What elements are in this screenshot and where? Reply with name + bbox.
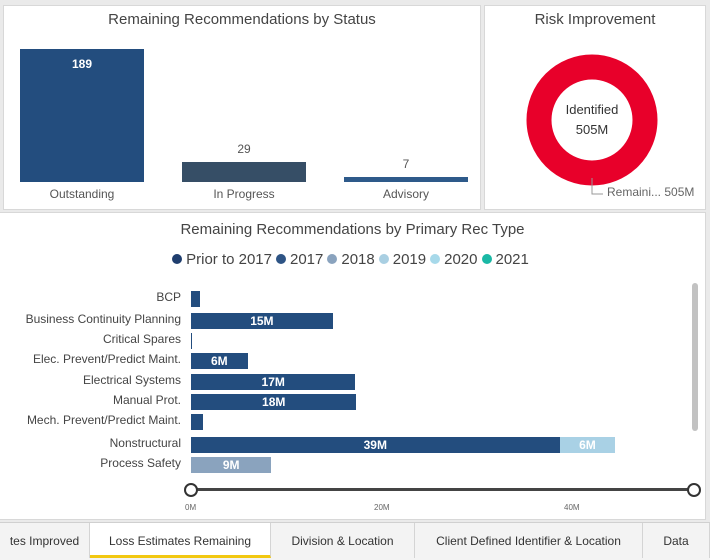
status-bar-value-label: 7 xyxy=(402,157,410,172)
bar-segment-2017[interactable] xyxy=(191,333,192,349)
bar-segment-2017[interactable] xyxy=(191,291,201,307)
category-label: Process Safety xyxy=(100,456,181,470)
category-label: Manual Prot. xyxy=(112,393,181,407)
bar-value-label: 18M xyxy=(262,395,286,409)
page-tab-bar: tes Improved Loss Estimates Remaining Divi… xyxy=(0,522,710,560)
rec-type-chart-panel: Remaining Recommendations by Primary Rec… xyxy=(0,212,706,520)
tab-data[interactable]: Data xyxy=(643,523,710,558)
legend-label: 2018 xyxy=(341,251,375,268)
x-axis-tick-label: 0M xyxy=(185,503,197,512)
bar-segment-2018[interactable] xyxy=(191,457,272,473)
risk-chart-title: Risk Improvement xyxy=(534,11,656,28)
bar-segment-2017[interactable] xyxy=(191,374,356,390)
legend-label: 2021 xyxy=(495,251,529,268)
donut-center-label: Identified xyxy=(565,102,619,117)
bar-value-label: 6M xyxy=(579,438,596,452)
legend-item[interactable]: 2018 xyxy=(327,251,375,268)
status-bar-value-label: 29 xyxy=(237,141,251,156)
status-bar-category-label: Outstanding xyxy=(49,187,115,201)
bar-segment-2017[interactable] xyxy=(191,414,204,430)
status-chart-title: Remaining Recommendations by Status xyxy=(108,11,376,28)
bar-value-label: 15M xyxy=(250,314,274,328)
bar-value-label: 39M xyxy=(363,438,387,452)
category-label: Mech. Prevent/Predict Maint. xyxy=(26,413,181,427)
rec-type-chart-title: Remaining Recommendations by Primary Rec… xyxy=(180,221,525,238)
status-bar-outstanding[interactable] xyxy=(20,49,144,182)
status-bar-category-label: Advisory xyxy=(382,187,429,201)
category-label: Business Continuity Planning xyxy=(25,312,181,326)
legend-dot-icon xyxy=(172,254,183,264)
x-axis-tick-label: 20M xyxy=(374,503,390,512)
legend-dot-icon xyxy=(430,254,441,264)
legend-label: Prior to 2017 xyxy=(186,251,272,268)
legend-item[interactable]: 2020 xyxy=(430,251,478,268)
legend-dot-icon xyxy=(327,254,338,264)
legend-item[interactable]: Prior to 2017 xyxy=(172,251,272,268)
donut-chart xyxy=(526,54,658,195)
tab-division-location[interactable]: Division & Location xyxy=(271,523,415,558)
vertical-scrollbar[interactable] xyxy=(692,283,698,431)
zoom-slider-track[interactable] xyxy=(191,488,694,491)
risk-improvement-panel: Risk Improvement Identified 505M Remaini… xyxy=(484,5,706,210)
legend-label: 2019 xyxy=(392,251,427,268)
bar-segment-2019[interactable] xyxy=(559,437,616,453)
status-bar-value-label: 189 xyxy=(71,57,93,71)
bar-value-label: 17M xyxy=(261,375,285,389)
category-label: Critical Spares xyxy=(102,332,181,346)
status-bar-category-label: In Progress xyxy=(213,187,275,201)
donut-slice-label: Remaini... 505M xyxy=(607,185,695,199)
legend-dot-icon xyxy=(378,254,389,264)
legend-dot-icon xyxy=(481,254,492,264)
donut-leader-line xyxy=(591,178,603,195)
bar-segment-2017[interactable] xyxy=(191,437,560,453)
tab-client-defined-identifier-location[interactable]: Client Defined Identifier & Location xyxy=(415,523,643,558)
bar-segment-2017[interactable] xyxy=(191,394,357,410)
status-chart-panel: Remaining Recommendations by Status 189 O… xyxy=(3,5,481,210)
legend-label: 2020 xyxy=(444,251,478,268)
rec-type-legend: Prior to 2017 2017 2018 2019 2020 2021 xyxy=(0,251,705,268)
zoom-slider-start-handle[interactable] xyxy=(184,483,198,497)
bar-value-label: 6M xyxy=(211,354,228,368)
category-label: Elec. Prevent/Predict Maint. xyxy=(32,352,181,366)
legend-item[interactable]: 2017 xyxy=(276,251,323,268)
legend-dot-icon xyxy=(276,254,286,264)
legend-item[interactable]: 2019 xyxy=(378,251,427,268)
bar-value-label: 9M xyxy=(222,458,240,472)
tab-tes-improved[interactable]: tes Improved xyxy=(0,523,90,558)
category-label: BCP xyxy=(156,290,181,304)
x-axis-tick-label: 40M xyxy=(564,503,580,512)
status-bar-advisory[interactable] xyxy=(344,177,468,182)
category-label: Nonstructural xyxy=(109,436,181,450)
bar-segment-2017[interactable] xyxy=(191,353,248,369)
category-label: Electrical Systems xyxy=(82,373,181,387)
status-bar-in-progress[interactable] xyxy=(182,161,306,182)
donut-slice-remaining[interactable] xyxy=(526,54,658,186)
tab-loss-estimates-remaining[interactable]: Loss Estimates Remaining xyxy=(90,523,271,558)
legend-label: 2017 xyxy=(290,251,324,268)
donut-center-value: 505M xyxy=(575,122,609,137)
legend-item[interactable]: 2021 xyxy=(481,251,529,268)
zoom-slider-end-handle[interactable] xyxy=(687,483,701,497)
bar-segment-2017[interactable] xyxy=(191,313,333,329)
